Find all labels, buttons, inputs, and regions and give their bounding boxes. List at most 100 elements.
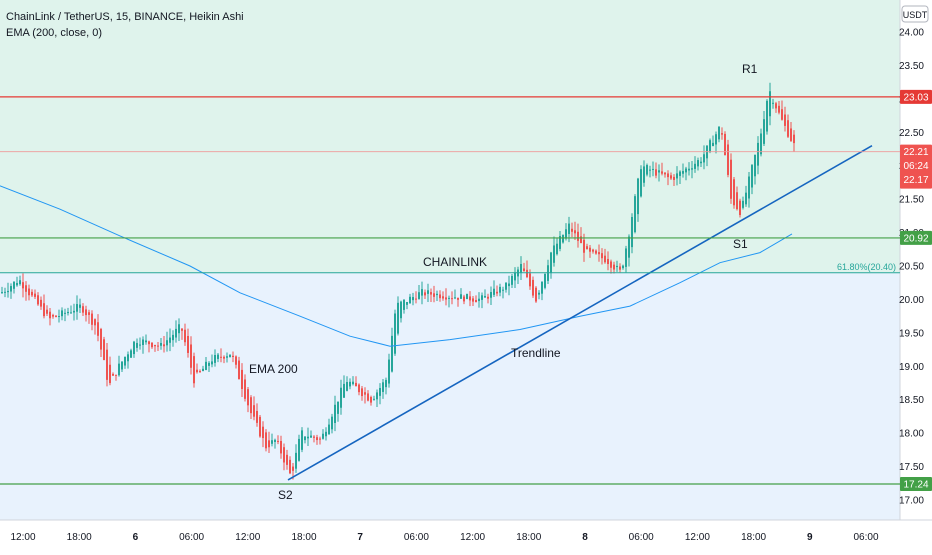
candle bbox=[394, 309, 396, 356]
support-zone bbox=[0, 272, 900, 520]
candle bbox=[220, 348, 222, 363]
candle bbox=[91, 310, 93, 331]
candle bbox=[184, 323, 186, 346]
candle bbox=[4, 287, 6, 298]
support-1-price-tag: 20.92 bbox=[900, 230, 932, 245]
candle bbox=[49, 307, 51, 326]
candle bbox=[454, 289, 456, 300]
candle bbox=[175, 320, 177, 343]
candle bbox=[355, 376, 357, 387]
time-tick-label: 06:00 bbox=[179, 532, 204, 543]
candle bbox=[34, 289, 36, 300]
price-scale[interactable] bbox=[900, 0, 932, 520]
candle bbox=[535, 286, 537, 303]
candle bbox=[235, 355, 237, 369]
candle bbox=[685, 166, 687, 181]
candle bbox=[484, 289, 486, 298]
candle bbox=[562, 234, 564, 244]
candle bbox=[94, 318, 96, 335]
candle bbox=[628, 234, 630, 267]
candle bbox=[178, 318, 180, 341]
candle bbox=[616, 260, 618, 272]
candle bbox=[505, 282, 507, 293]
price-tick-label: 23.50 bbox=[899, 61, 924, 72]
candle bbox=[103, 336, 105, 361]
candle bbox=[190, 336, 192, 375]
candle bbox=[739, 198, 741, 218]
candle bbox=[187, 328, 189, 358]
candle bbox=[61, 307, 63, 321]
time-tick-label: 18:00 bbox=[516, 532, 541, 543]
candle bbox=[658, 164, 660, 182]
candle bbox=[127, 351, 129, 369]
time-tick-label: 06:00 bbox=[853, 532, 878, 543]
candle bbox=[712, 135, 714, 147]
candle bbox=[439, 290, 441, 302]
s2-label: S2 bbox=[278, 488, 293, 502]
candle bbox=[280, 435, 282, 459]
candle bbox=[520, 256, 522, 280]
candle bbox=[121, 361, 123, 373]
candle bbox=[604, 248, 606, 264]
candle bbox=[460, 288, 462, 299]
candle bbox=[22, 273, 24, 298]
candle bbox=[508, 275, 510, 296]
candle bbox=[172, 330, 174, 347]
candle bbox=[364, 387, 366, 404]
candle bbox=[199, 369, 201, 374]
candle bbox=[589, 245, 591, 258]
time-tick-label: 12:00 bbox=[10, 532, 35, 543]
candle bbox=[208, 361, 210, 373]
candle bbox=[655, 162, 657, 179]
r1-label: R1 bbox=[742, 62, 758, 76]
candle bbox=[793, 130, 795, 153]
candle bbox=[511, 274, 513, 289]
candle bbox=[610, 259, 612, 274]
candle bbox=[778, 100, 780, 115]
currency-badge[interactable] bbox=[901, 5, 929, 23]
candle bbox=[691, 160, 693, 179]
candle bbox=[169, 328, 171, 352]
candle bbox=[238, 356, 240, 380]
ema-200-label: EMA 200 bbox=[249, 362, 298, 376]
candle bbox=[19, 275, 21, 286]
candle bbox=[58, 309, 60, 323]
candle bbox=[229, 354, 231, 358]
candle bbox=[244, 374, 246, 402]
candle bbox=[334, 395, 336, 432]
candle bbox=[784, 106, 786, 132]
candle bbox=[343, 375, 345, 398]
candle bbox=[670, 172, 672, 180]
candle bbox=[592, 248, 594, 254]
candle bbox=[646, 163, 648, 177]
candle bbox=[118, 355, 120, 377]
candle bbox=[433, 285, 435, 303]
candle bbox=[622, 264, 624, 270]
price-tick-label: 19.50 bbox=[899, 328, 924, 339]
candle bbox=[715, 131, 717, 154]
candle bbox=[556, 237, 558, 256]
candle bbox=[382, 378, 384, 399]
candle bbox=[424, 289, 426, 299]
time-scale[interactable] bbox=[0, 520, 932, 550]
candle bbox=[697, 157, 699, 171]
candle bbox=[70, 305, 72, 314]
candle bbox=[76, 295, 78, 320]
candle bbox=[745, 185, 747, 207]
candle bbox=[607, 251, 609, 271]
candle bbox=[31, 289, 33, 297]
candle bbox=[580, 227, 582, 244]
candle bbox=[262, 421, 264, 448]
candle bbox=[601, 248, 603, 265]
chainlink-label: CHAINLINK bbox=[423, 255, 487, 269]
trendline[interactable] bbox=[287, 144, 873, 481]
candle bbox=[772, 98, 774, 109]
candle bbox=[205, 357, 207, 371]
candle bbox=[319, 436, 321, 445]
candle bbox=[115, 374, 117, 381]
candle bbox=[736, 186, 738, 211]
candle bbox=[532, 276, 534, 298]
candle bbox=[40, 296, 42, 310]
candle bbox=[295, 444, 297, 473]
